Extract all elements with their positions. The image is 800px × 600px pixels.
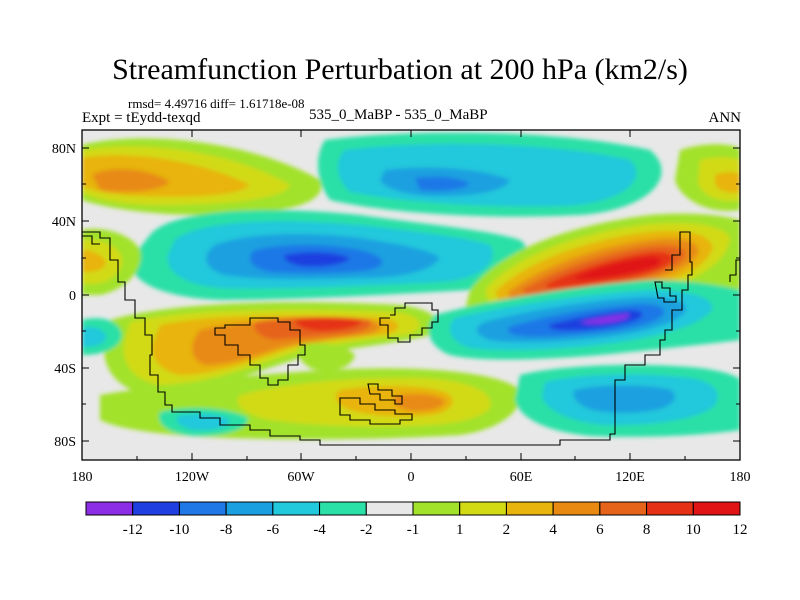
colorbar-box [505,501,554,516]
coast-antarctic-pen [339,397,413,425]
field-positive-ntrop-west [82,250,106,272]
season-label: ANN [708,110,742,126]
colorbar-label: -2 [360,522,373,538]
lat-label: 40S [54,362,76,377]
field-negative-north [415,176,470,191]
colorbar-box [412,501,461,516]
lat-label: 80S [54,435,76,450]
colorbar: -12 -10 -8 -6 -4 -2 -1 1 2 4 6 8 10 12 [85,501,748,538]
lon-label: 0 [408,470,415,485]
lon-label: 60W [287,470,315,485]
ticks [82,130,740,460]
lon-label: 180 [72,470,93,485]
colorbar-label: 10 [686,522,701,538]
coast-south-america [214,317,306,386]
stats-label: rmsd= 4.49716 diff= 1.61718e-08 [128,96,305,111]
colorbar-box [319,501,367,516]
coast-africa [379,302,439,343]
field-negative-sw [82,327,106,347]
field-negative-ntrop [284,252,350,267]
experiment-label: Expt = tEydd-texqd [82,110,201,126]
lat-label: 80N [52,142,76,157]
colorbar-label: -12 [123,522,143,538]
coast-greenland [82,235,100,245]
coast-americas [82,231,693,446]
field-positive-east [575,256,661,280]
field-positive-south [295,317,362,331]
colorbar-box [85,501,134,516]
colorbar-box [272,501,321,516]
colorbar-box [552,501,601,516]
coast-australia [654,281,677,303]
lon-label: 60E [510,470,533,485]
plot-title: Streamfunction Perturbation at 200 hPa (… [112,53,688,86]
colorbar-label: 2 [503,522,511,538]
lat-label: 40N [52,215,76,230]
coast-antarctic-inner [367,383,403,405]
colorbar-label: -1 [407,522,420,538]
field-positive-ant [393,393,445,412]
lon-label: 180 [730,470,751,485]
colorbar-box [365,501,414,516]
coastlines [82,231,740,446]
field-positive-np [92,169,170,192]
field-negative-south [580,314,630,324]
colorbar-label: 1 [456,522,464,538]
lon-label: 120E [615,470,645,485]
colorbar-box [225,501,274,516]
colorbar-box [132,501,180,516]
axis-labels: 80N 40N 0 40S 80S 180 120W 60W 0 60E 120… [52,142,751,485]
colorbar-label: -8 [220,522,233,538]
field-positive-ne [715,171,740,193]
contour-fields [82,132,740,440]
colorbar-label: 12 [733,522,748,538]
colorbar-label: 4 [549,522,557,538]
coast-east-edge [729,259,740,282]
lon-label: 120W [175,470,210,485]
colorbar-box [599,501,648,516]
colorbar-label: 8 [643,522,651,538]
colorbar-label: 6 [596,522,604,538]
colorbar-box [646,501,694,516]
colorbar-box [459,501,507,516]
colorbar-box [178,501,227,516]
field-negative-se [573,385,675,413]
field-positive-satl [298,343,355,371]
colorbar-label: -6 [267,522,280,538]
colorbar-label: -4 [313,522,326,538]
colorbar-label: -10 [169,522,189,538]
lat-label: 0 [69,289,76,304]
colorbar-box [692,501,741,516]
case-label: 535_0_MaBP - 535_0_MaBP [309,107,488,123]
